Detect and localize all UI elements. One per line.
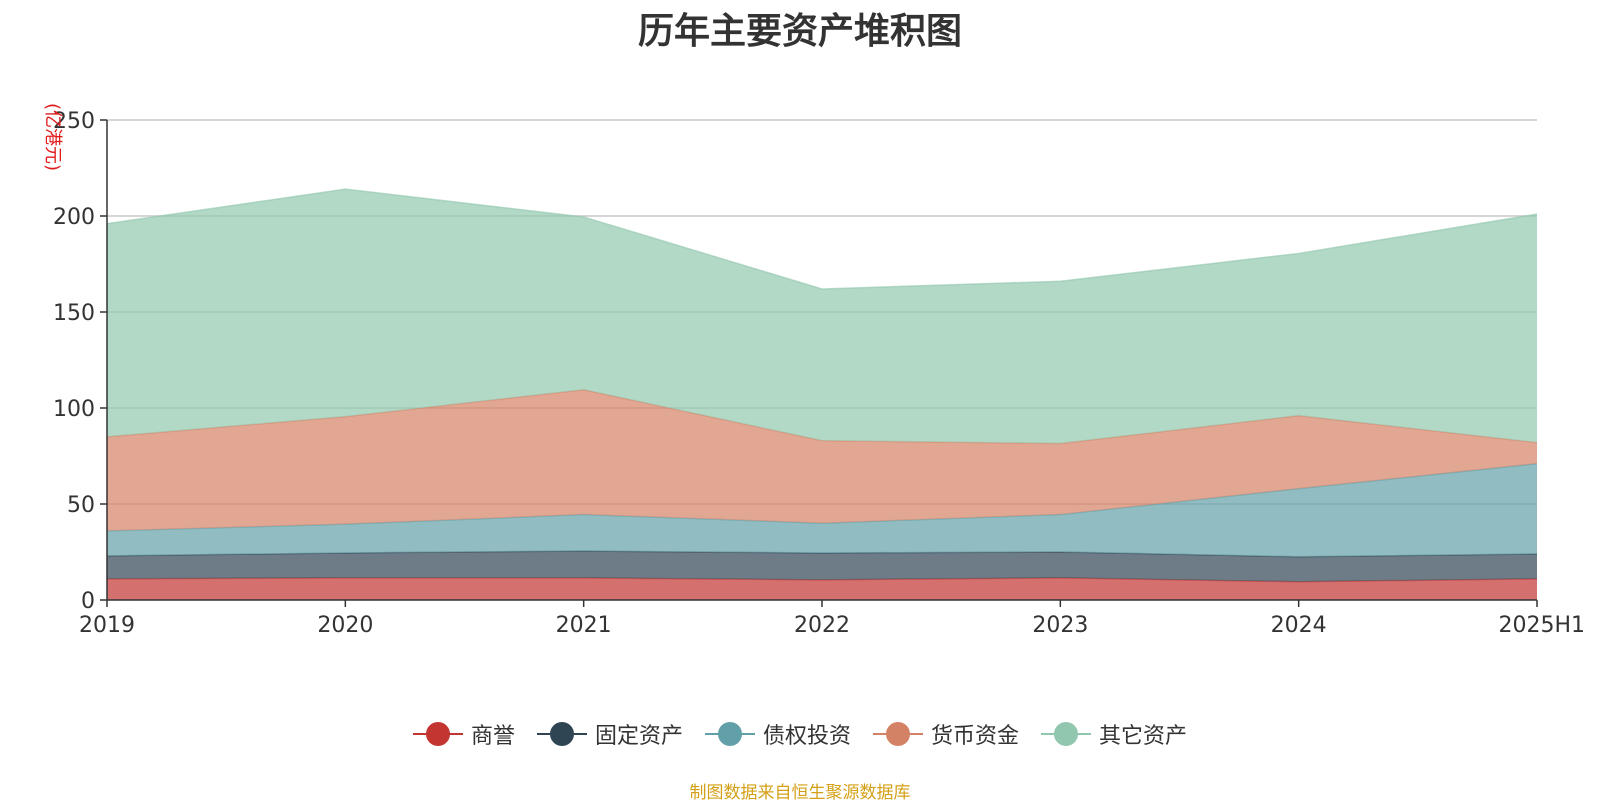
legend-label: 债权投资 [762, 724, 851, 749]
x-tick-label: 2021 [556, 613, 612, 638]
x-tick-label: 2024 [1271, 613, 1327, 638]
x-tick-label: 2019 [79, 613, 135, 638]
x-tick-label: 2025H1 [1498, 613, 1585, 638]
axes: 0 50 100 150 200 250 2019 2020 2021 2022 2023 2024 2… [53, 109, 1585, 638]
legend-marker-icon [536, 722, 587, 746]
legend-dot [717, 722, 742, 746]
legend-dot [425, 722, 450, 746]
x-tick-label: 2022 [794, 613, 850, 638]
y-axis-unit-label: (亿港元) [42, 103, 63, 171]
legend-dot [886, 722, 910, 746]
area-series-5 [107, 189, 1537, 444]
legend-label: 商誉 [470, 724, 515, 749]
legend-label: 固定资产 [594, 724, 683, 749]
legend-marker-icon [412, 722, 463, 746]
legend-label: 其它资产 [1099, 724, 1188, 749]
area-series-4 [107, 389, 1537, 531]
legend-marker-icon [704, 722, 755, 746]
chart-title: 历年主要资产堆积图 [637, 11, 962, 52]
y-tick-label: 150 [53, 301, 95, 326]
area-series-2 [107, 551, 1537, 582]
legend-item[interactable]: 债权投资 [704, 718, 851, 750]
x-tick-label: 2023 [1032, 613, 1088, 638]
legend-dot [549, 722, 574, 746]
legend-item[interactable]: 固定资产 [536, 718, 683, 750]
legend-dot [1054, 722, 1079, 746]
y-tick-label: 250 [53, 109, 95, 134]
area-series-3 [107, 463, 1537, 557]
y-tick-label: 0 [81, 589, 95, 614]
x-tick-label: 2020 [317, 613, 373, 638]
y-tick-label: 200 [53, 205, 95, 230]
y-tick-label: 50 [67, 493, 95, 518]
legend: 商誉 固定资产 债权投资 货币资金 其它资产 [0, 718, 1600, 750]
area-series-line-5 [106, 188, 1538, 290]
area-series-1 [107, 577, 1537, 600]
source-note: 制图数据来自恒生聚源数据库 [689, 783, 911, 803]
legend-item[interactable]: 其它资产 [1041, 718, 1187, 750]
y-tick-label: 100 [53, 397, 95, 422]
stacked-areas [106, 188, 1538, 600]
legend-item[interactable]: 货币资金 [873, 718, 1019, 750]
legend-marker-icon [873, 722, 923, 746]
legend-marker-icon [1041, 722, 1092, 746]
legend-label: 货币资金 [931, 724, 1020, 749]
legend-item[interactable]: 商誉 [412, 718, 515, 750]
